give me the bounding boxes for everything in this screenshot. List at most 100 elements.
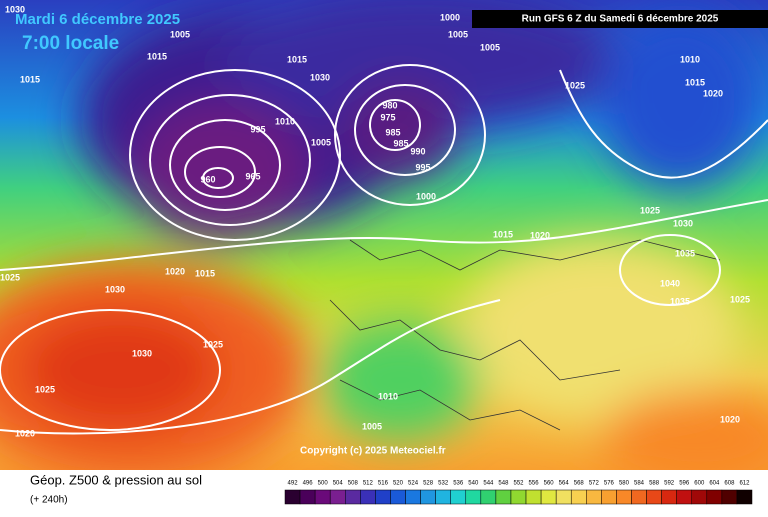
legend-label: 588 — [649, 481, 660, 487]
isobar-label: 1015 — [287, 54, 307, 64]
isobar-label: 1030 — [310, 72, 330, 82]
isobar-label: 965 — [245, 171, 260, 181]
isobar-label: 1020 — [530, 230, 550, 240]
legend-label: 544 — [483, 481, 494, 487]
isobar-label: 1025 — [640, 205, 660, 215]
legend-swatch — [736, 489, 753, 505]
legend-label: 516 — [378, 481, 389, 487]
isobar-label: 1020 — [720, 414, 740, 424]
legend-swatch — [616, 489, 632, 505]
legend-swatch — [570, 489, 587, 505]
isobar-label: 1015 — [493, 229, 513, 239]
legend-swatch — [465, 489, 482, 505]
legend-label: 536 — [453, 481, 464, 487]
legend-label: 492 — [288, 481, 299, 487]
isobars — [0, 64, 768, 435]
isobar-label: 1020 — [703, 88, 723, 98]
borders — [329, 239, 721, 431]
legend-swatch — [586, 489, 602, 505]
legend-label: 520 — [393, 481, 404, 487]
legend-swatch — [540, 489, 557, 505]
legend-swatch — [691, 489, 708, 505]
legend-swatch — [480, 489, 497, 505]
legend-swatch — [375, 489, 391, 505]
legend-label: 540 — [468, 481, 479, 487]
isobar-label: 1035 — [675, 248, 695, 258]
legend-swatch — [721, 489, 738, 505]
legend-swatch — [676, 489, 692, 505]
isobar-label: 995 — [415, 162, 430, 172]
legend-swatch — [601, 489, 617, 505]
time: 7:00 locale — [22, 33, 119, 54]
legend-label: 548 — [498, 481, 509, 487]
legend-label: 532 — [438, 481, 449, 487]
isobar-label: 980 — [382, 100, 397, 110]
isobar-label: 1000 — [416, 191, 436, 201]
isobar-label: 990 — [410, 146, 425, 156]
isobar-label: 1005 — [311, 137, 331, 147]
run-info: Run GFS 6 Z du Samedi 6 décembre 2025 — [522, 14, 719, 25]
isobar-label: 1025 — [35, 384, 55, 394]
legend-label: 572 — [589, 481, 600, 487]
legend-swatch — [360, 489, 376, 505]
isobar-label: 995 — [250, 124, 265, 134]
isobar-label: 1010 — [378, 391, 398, 401]
legend-swatch — [510, 489, 527, 505]
isobar-label: 1015 — [685, 77, 705, 87]
legend-swatch — [555, 489, 572, 505]
isobar-label: 1030 — [5, 4, 25, 14]
isobar-label: 1030 — [673, 218, 693, 228]
date: Mardi 6 décembre 2025 — [15, 11, 180, 28]
legend-swatch — [661, 489, 677, 505]
legend-swatch — [345, 489, 361, 505]
legend-label: 612 — [739, 481, 750, 487]
legend-label: 560 — [544, 481, 555, 487]
isobar-label: 1015 — [147, 51, 167, 61]
legend-swatch — [329, 489, 346, 505]
legend-swatch — [495, 489, 512, 505]
isobar-label: 1040 — [660, 278, 680, 288]
legend-swatch — [284, 489, 301, 505]
isobar-label: 1025 — [730, 294, 750, 304]
legend-swatch — [706, 489, 723, 505]
legend-swatch — [631, 489, 647, 505]
legend-label: 608 — [724, 481, 735, 487]
isobar-label: 975 — [380, 112, 395, 122]
map-background — [0, 0, 768, 490]
legend-label: 604 — [709, 481, 720, 487]
legend-label: 576 — [604, 481, 615, 487]
isobar-label: 1005 — [448, 29, 468, 39]
legend-label: 580 — [619, 481, 630, 487]
legend-swatch — [435, 489, 451, 505]
legend-label: 556 — [529, 481, 540, 487]
isobar-label: 1030 — [132, 348, 152, 358]
legend-label: 512 — [363, 481, 374, 487]
copyright: Copyright (c) 2025 Meteociel.fr — [300, 446, 446, 457]
legend-label: 552 — [513, 481, 524, 487]
legend-label: 528 — [423, 481, 434, 487]
isobar-label: 1005 — [170, 29, 190, 39]
isobar-label: 1015 — [20, 74, 40, 84]
run-banner — [472, 10, 768, 28]
isobar-label: 1035 — [670, 296, 690, 306]
legend-label: 500 — [318, 481, 329, 487]
legend-swatch — [646, 489, 662, 505]
isobar-label: 1025 — [0, 272, 20, 282]
isobar-label: 1000 — [440, 12, 460, 22]
color-legend: 492 496 500 504 508 512 516 520 524 528 532 536 540 5… — [284, 481, 753, 505]
isobar-label: 1010 — [275, 116, 295, 126]
legend-label: 504 — [333, 481, 344, 487]
footer-title: Géop. Z500 & pression au sol — [30, 472, 202, 487]
legend-swatch — [525, 489, 542, 505]
footer-lead: (+ 240h) — [30, 495, 68, 506]
isobar-label: 960 — [200, 174, 215, 184]
legend-label: 568 — [574, 481, 585, 487]
legend-swatch — [420, 489, 436, 505]
isobar-label: 985 — [393, 138, 408, 148]
isobar-label: 1015 — [195, 268, 215, 278]
legend-swatch — [299, 489, 316, 505]
legend-label: 600 — [694, 481, 705, 487]
legend-label: 524 — [408, 481, 419, 487]
legend-swatch — [314, 489, 331, 505]
